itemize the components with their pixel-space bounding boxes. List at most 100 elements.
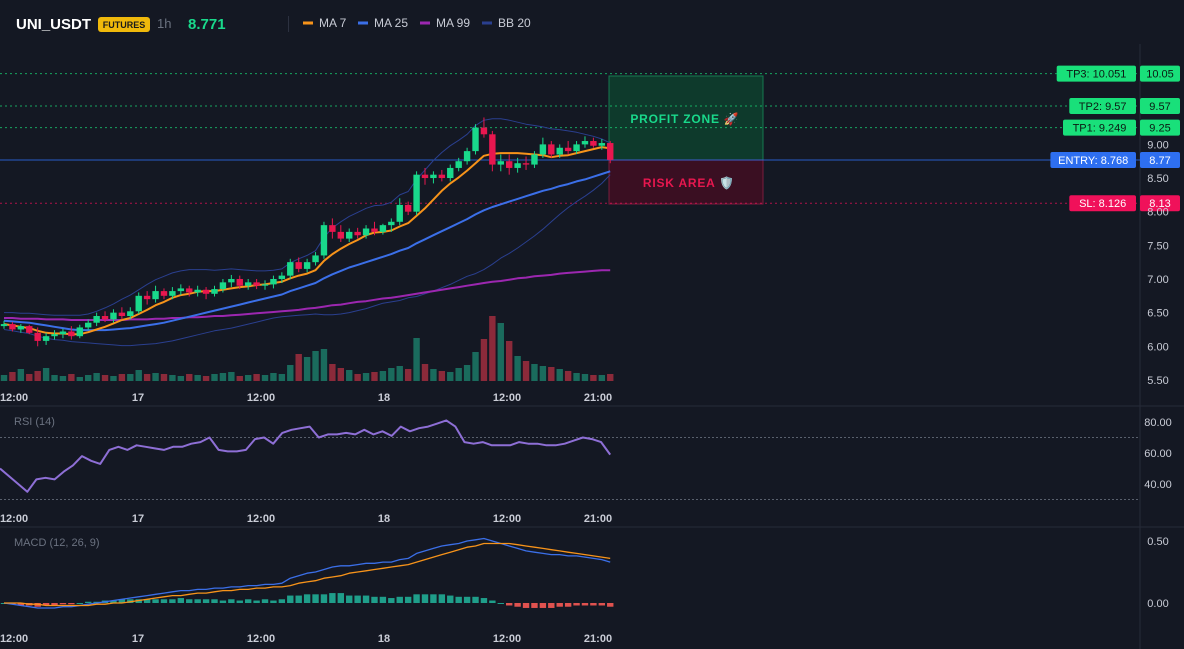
candle-body [404, 204, 412, 212]
volume-bar [388, 368, 395, 381]
time-tick-label: 12:00 [247, 513, 275, 525]
macd-histogram-bar [236, 600, 243, 603]
candle-body [430, 174, 437, 179]
macd-histogram-bar [489, 600, 496, 603]
candlesticks[interactable] [0, 117, 614, 347]
time-tick-label: 17 [132, 392, 144, 404]
interval-label[interactable]: 1h [157, 16, 171, 31]
candle-body [287, 262, 294, 276]
volume-bar [354, 374, 361, 381]
time-tick-label: 12:00 [493, 633, 521, 645]
candle-body [135, 295, 142, 312]
macd-histogram-bar [42, 603, 50, 606]
candle-body [68, 331, 75, 337]
candle-body [320, 225, 328, 256]
symbol-title[interactable]: UNI_USDT [16, 16, 91, 33]
macd-title: MACD (12, 26, 9) [14, 537, 100, 549]
candle-body [329, 225, 336, 232]
volume-bar [337, 368, 344, 381]
candle-body [548, 144, 555, 155]
candle-body [497, 161, 504, 165]
macd-histogram-bar [278, 599, 286, 603]
macd-histogram-bar [539, 603, 547, 608]
level-axis-labels: TP3: 10.051 10.05 TP2: 9.57 9.57 TP1: 9.249 9… [1050, 65, 1180, 212]
macd-histogram-bar [186, 599, 193, 603]
time-tick-label: 21:00 [584, 633, 612, 645]
volume-bar [346, 370, 353, 381]
price-tick-label: 5.50 [1147, 375, 1168, 387]
candle-body [186, 288, 193, 293]
candle-body [396, 204, 403, 222]
candle-body [34, 332, 41, 341]
volume-bar [522, 361, 530, 381]
macd-histogram-bar [76, 603, 83, 604]
volume-bar [463, 365, 471, 381]
price-tick-label: 8.00 [1147, 207, 1168, 219]
price-tick-label: 7.00 [1147, 274, 1168, 286]
macd-histogram-bar [127, 599, 134, 603]
volume-bar [236, 376, 243, 381]
macd-histogram-bar [329, 593, 336, 603]
candle-body [143, 295, 151, 300]
level-axis-value-3: 8.77 [1149, 155, 1170, 167]
indicator-legend: MA 7 MA 25 MA 99 BB 20 [303, 16, 531, 30]
candle-body [455, 161, 462, 168]
macd-histogram-bar [480, 598, 488, 603]
volume-bar [413, 338, 420, 381]
volume-bar [312, 351, 319, 381]
level-axis-bg-1 [1140, 98, 1180, 115]
volume-bar [531, 364, 538, 381]
volume-bar [581, 374, 589, 381]
volume-bar [295, 354, 302, 381]
candle-body [522, 163, 530, 165]
level-axis-bg-3 [1140, 152, 1180, 168]
price-tick-label: 6.50 [1147, 308, 1168, 320]
macd-histogram-bar [455, 596, 462, 603]
rsi-tick-label: 40.00 [1144, 479, 1172, 491]
macd-histogram-bar [169, 599, 176, 603]
volume-bar [278, 374, 286, 381]
volume-bar [404, 369, 412, 381]
level-axis-bg-2 [1140, 119, 1180, 136]
level-tag-bg-3 [1050, 152, 1136, 168]
volume-bar [0, 375, 8, 381]
macd-histogram-bar [194, 599, 201, 603]
level-axis-value-2: 9.25 [1149, 123, 1170, 135]
volume-bar [303, 357, 311, 381]
volume-bar [607, 374, 614, 381]
profit-zone-label: PROFIT ZONE 🚀 [630, 112, 739, 126]
price-tick-label: 8.50 [1147, 173, 1168, 185]
macd-histogram-bar [564, 603, 572, 607]
candle-body [362, 228, 370, 236]
volume-bar [287, 365, 294, 381]
time-tick-label: 12:00 [247, 633, 275, 645]
volume-bar [26, 374, 33, 381]
volume-bar [9, 372, 16, 381]
macd-histogram-bar [337, 593, 344, 603]
macd-histogram-bar [253, 600, 260, 603]
candle-body [607, 143, 614, 160]
macd-histogram-bar [379, 596, 387, 603]
macd-histogram-bar [110, 600, 117, 603]
candle-body [0, 324, 8, 327]
candle-body [472, 127, 479, 152]
level-tag-bg-2 [1063, 119, 1136, 136]
price-tick-label: 9.00 [1147, 139, 1168, 151]
bb-lower-line [3, 174, 611, 347]
macd-tick-label: 0.50 [1147, 536, 1168, 548]
profit-zone-box [608, 75, 764, 161]
candle-body [9, 324, 16, 330]
candle-body [26, 326, 33, 333]
candle-body [573, 144, 580, 152]
legend-label-2: MA 99 [436, 16, 470, 30]
candle-body [506, 161, 513, 168]
volume-bar [68, 374, 75, 381]
level-axis-value-0: 10.05 [1146, 69, 1174, 81]
candle-body [127, 311, 134, 317]
volume-bar [598, 375, 606, 381]
candle-body [278, 275, 286, 279]
time-tick-label: 12:00 [0, 392, 28, 404]
candle-body [463, 151, 471, 162]
time-tick-label: 12:00 [0, 513, 28, 525]
